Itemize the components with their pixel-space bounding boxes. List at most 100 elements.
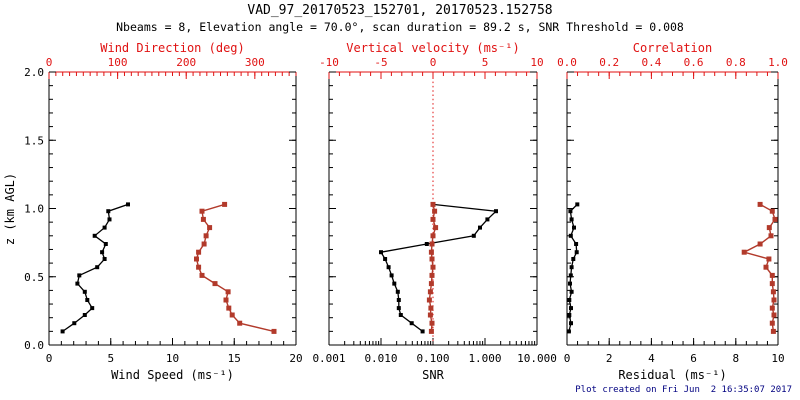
tick-label: 10	[166, 352, 179, 365]
correlation-marker	[772, 216, 778, 222]
residual-marker	[566, 329, 571, 334]
correlation-marker	[769, 208, 775, 214]
vertical-velocity-marker	[429, 272, 435, 278]
wind-direction-marker	[199, 272, 205, 278]
wind-direction-marker	[226, 305, 232, 311]
wind-speed-marker	[126, 202, 130, 207]
tick-label: 1.000	[468, 352, 501, 365]
panel-snr-panel: 0.001 0.010 0.100 1.000 10.000 SNR -10 -5 0 5 10 Ve…	[312, 41, 556, 382]
series-correlation	[741, 201, 778, 334]
bottom-axis-ticks: 0 5 10 15 20	[46, 338, 303, 365]
residual-marker	[568, 273, 573, 278]
snr-marker	[424, 242, 429, 246]
series-vertical-velocity	[426, 201, 439, 334]
vertical-velocity-marker	[430, 216, 436, 222]
wind-direction-marker	[222, 201, 228, 207]
wind-speed-marker	[102, 257, 107, 261]
top-axis-ticks: 0.0 0.2 0.4 0.6 0.8 1.0	[557, 56, 788, 79]
correlation-marker	[766, 225, 772, 231]
residual-panel-bottom-axis-title: Residual (ms⁻¹)	[618, 368, 726, 382]
residual-marker	[571, 257, 576, 261]
tick-label: 0.0	[24, 339, 44, 352]
snr-marker	[395, 289, 400, 294]
wind-direction-marker	[212, 281, 218, 287]
vertical-velocity-marker	[427, 312, 433, 318]
correlation-marker	[770, 289, 776, 295]
series-wind-speed	[60, 202, 130, 334]
panel-residual-panel: 0 2 4 6 8 10 Residual (ms⁻¹) 0.0 0.2 0.4 0.6 0.8 1.0…	[557, 41, 788, 382]
tick-label: 10	[771, 352, 784, 365]
wind-direction-marker	[203, 233, 209, 239]
vertical-velocity-marker	[429, 256, 435, 262]
tick-label: 0	[46, 352, 53, 365]
residual-marker	[572, 225, 576, 230]
top-axis-ticks: 0 100 200 300	[46, 56, 297, 79]
tick-label: 2.0	[24, 66, 44, 79]
wind-speed-marker	[85, 298, 90, 302]
snr-marker	[471, 233, 476, 238]
snr-marker	[392, 281, 397, 286]
snr-marker	[494, 209, 498, 214]
wind-direction-marker	[223, 297, 229, 303]
residual-marker	[574, 250, 579, 255]
tick-label: 10.000	[517, 352, 557, 365]
residual-marker	[567, 313, 572, 317]
wind-speed-marker	[75, 281, 80, 286]
snr-marker	[420, 329, 425, 334]
tick-label: 0.010	[364, 352, 397, 365]
correlation-marker	[770, 328, 776, 334]
y-axis-label: z (km AGL)	[3, 173, 17, 245]
residual-panel-top-axis-title: Correlation	[633, 41, 712, 55]
tick-label: 5	[482, 56, 489, 69]
vertical-velocity-marker	[429, 241, 435, 247]
snr-marker	[386, 265, 391, 270]
wind-speed-marker	[102, 225, 107, 230]
plot-subtitle: Nbeams = 8, Elevation angle = 70.0°, sca…	[116, 20, 684, 34]
snr-marker	[389, 273, 394, 278]
series-wind-direction	[194, 201, 277, 334]
correlation-marker	[766, 256, 772, 262]
tick-label: -10	[319, 56, 339, 69]
plot-title: VAD_97_20170523_152701, 20170523.152758	[247, 3, 552, 18]
residual-marker	[575, 202, 580, 207]
tick-label: 1.0	[24, 203, 44, 216]
wind-speed-marker	[100, 250, 105, 255]
correlation-line	[742, 203, 776, 332]
tick-label: 0.2	[599, 56, 619, 69]
tick-label: 2	[606, 352, 613, 365]
wind-direction-marker	[194, 256, 199, 262]
residual-marker	[569, 306, 573, 311]
correlation-marker	[769, 320, 775, 326]
wind-direction-marker	[196, 249, 202, 255]
correlation-marker	[769, 272, 775, 278]
correlation-marker	[768, 233, 774, 239]
residual-marker	[569, 321, 573, 326]
tick-label: 300	[245, 56, 265, 69]
wind-speed-marker	[106, 209, 111, 214]
snr-marker	[409, 321, 414, 326]
wind-direction-marker	[225, 289, 231, 295]
residual-marker	[568, 233, 573, 238]
y-axis-ticks: 0.0 0.5 1.0 1.5 2.0	[24, 66, 296, 352]
tick-label: 0.6	[684, 56, 704, 69]
wind-speed-marker	[60, 329, 65, 334]
snr-marker	[478, 225, 482, 230]
tick-label: 0.100	[416, 352, 449, 365]
snr-marker	[383, 257, 388, 261]
vertical-velocity-marker	[429, 320, 435, 326]
wind-direction-marker	[196, 264, 202, 270]
wind-panel-top-axis-title: Wind Direction (deg)	[100, 41, 245, 55]
snr-panel-bottom-axis-title: SNR	[422, 368, 444, 382]
tick-label: 0.0	[557, 56, 577, 69]
snr-marker	[485, 217, 490, 222]
correlation-marker	[771, 297, 777, 303]
tick-label: 15	[228, 352, 241, 365]
plot-created-timestamp: Plot created on Fri Jun 2 16:35:07 2017	[575, 385, 792, 395]
correlation-marker	[757, 241, 763, 247]
vertical-velocity-marker	[428, 305, 434, 311]
wind-direction-marker	[207, 225, 213, 231]
vertical-velocity-marker	[428, 249, 434, 255]
tick-label: -5	[374, 56, 387, 69]
wind-speed-marker	[82, 289, 87, 294]
